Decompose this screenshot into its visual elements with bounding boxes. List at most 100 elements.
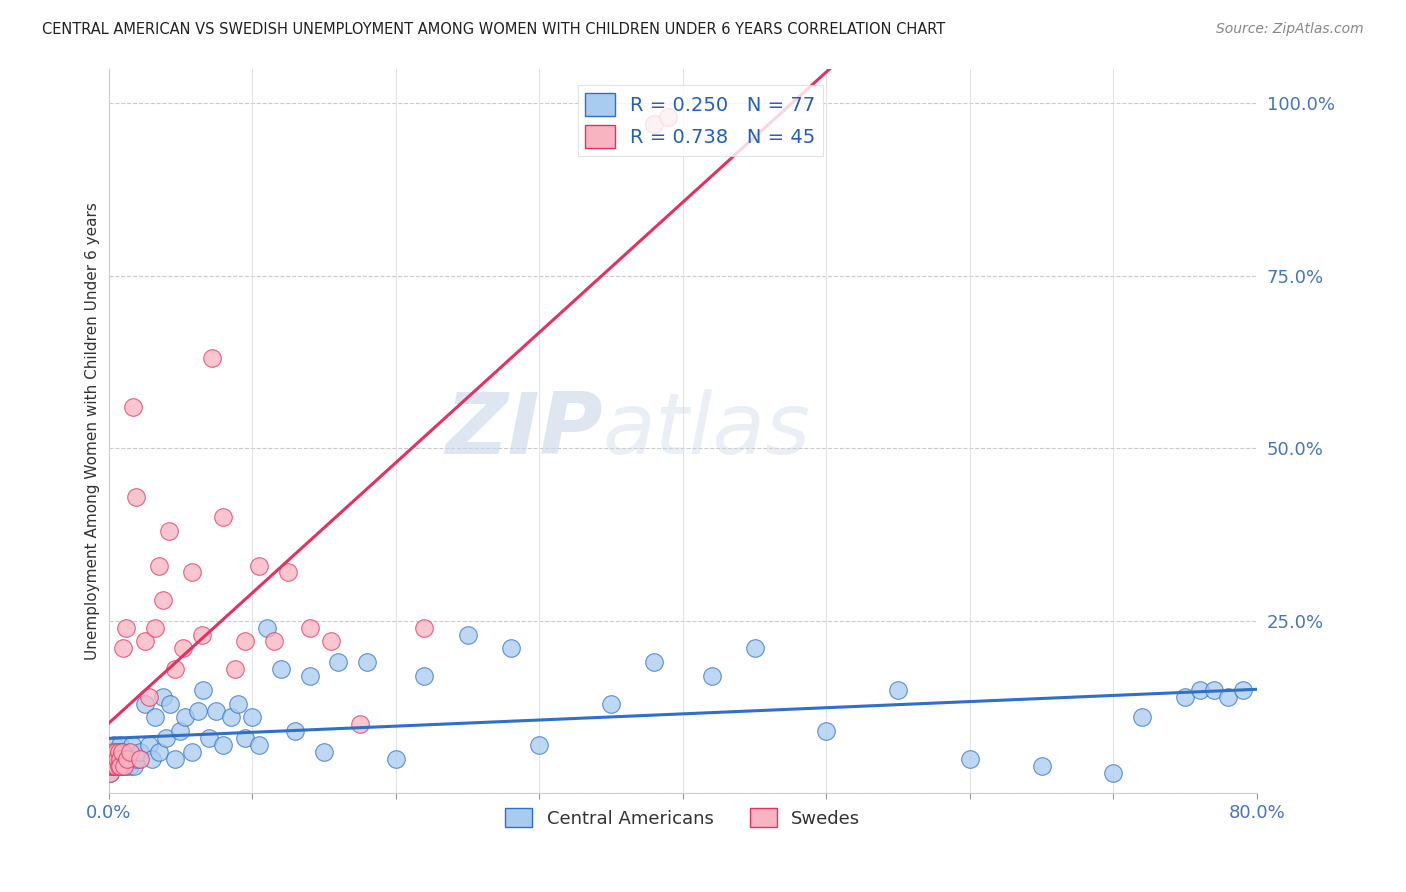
Point <box>173 710 195 724</box>
Point <box>100 758 122 772</box>
Point <box>152 593 174 607</box>
Point <box>98 758 121 772</box>
Point <box>115 758 138 772</box>
Point <box>112 758 135 772</box>
Point <box>129 745 152 759</box>
Point <box>321 634 343 648</box>
Point <box>120 745 142 759</box>
Point <box>201 351 224 366</box>
Point <box>815 724 838 739</box>
Point <box>1130 710 1153 724</box>
Point <box>163 752 186 766</box>
Point <box>247 558 270 573</box>
Point <box>105 752 128 766</box>
Point <box>212 510 235 524</box>
Point <box>499 641 522 656</box>
Point <box>112 752 135 766</box>
Point <box>103 752 125 766</box>
Point <box>107 752 129 766</box>
Point <box>107 745 129 759</box>
Text: CENTRAL AMERICAN VS SWEDISH UNEMPLOYMENT AMONG WOMEN WITH CHILDREN UNDER 6 YEARS: CENTRAL AMERICAN VS SWEDISH UNEMPLOYMENT… <box>42 22 945 37</box>
Point <box>457 627 479 641</box>
Point <box>122 400 145 414</box>
Point <box>143 710 166 724</box>
Point <box>115 621 138 635</box>
Point <box>529 738 551 752</box>
Point <box>120 758 142 772</box>
Point <box>111 641 134 656</box>
Point <box>138 738 160 752</box>
Point <box>125 490 148 504</box>
Point <box>121 738 143 752</box>
Point <box>1202 682 1225 697</box>
Point <box>143 621 166 635</box>
Point <box>111 758 134 772</box>
Point <box>148 745 170 759</box>
Point <box>700 669 723 683</box>
Point <box>384 752 406 766</box>
Point <box>108 752 131 766</box>
Point <box>263 634 285 648</box>
Point <box>148 558 170 573</box>
Point <box>157 524 180 538</box>
Point <box>233 634 256 648</box>
Point <box>159 697 181 711</box>
Point <box>349 717 371 731</box>
Point <box>101 745 124 759</box>
Point <box>163 662 186 676</box>
Point <box>104 758 127 772</box>
Point <box>152 690 174 704</box>
Point <box>104 745 127 759</box>
Point <box>193 682 215 697</box>
Point <box>205 704 228 718</box>
Point <box>643 117 665 131</box>
Point <box>312 745 335 759</box>
Point <box>101 758 124 772</box>
Point <box>198 731 221 745</box>
Point <box>100 752 122 766</box>
Point <box>180 745 202 759</box>
Point <box>212 738 235 752</box>
Point <box>219 710 242 724</box>
Point <box>187 704 209 718</box>
Point <box>887 682 910 697</box>
Point <box>233 731 256 745</box>
Point <box>240 710 263 724</box>
Point <box>270 662 292 676</box>
Point <box>172 641 194 656</box>
Point <box>657 110 679 124</box>
Point <box>124 758 146 772</box>
Text: Source: ZipAtlas.com: Source: ZipAtlas.com <box>1216 22 1364 37</box>
Point <box>1174 690 1197 704</box>
Point <box>108 738 131 752</box>
Point <box>744 641 766 656</box>
Point <box>413 669 436 683</box>
Point <box>134 697 156 711</box>
Point <box>1102 765 1125 780</box>
Point <box>98 765 121 780</box>
Point <box>226 697 249 711</box>
Point <box>1232 682 1254 697</box>
Point <box>110 745 132 759</box>
Point <box>103 752 125 766</box>
Point <box>127 752 149 766</box>
Point <box>101 758 124 772</box>
Point <box>298 669 321 683</box>
Point <box>284 724 307 739</box>
Point <box>103 738 125 752</box>
Point <box>191 627 214 641</box>
Point <box>104 758 127 772</box>
Point <box>328 655 350 669</box>
Point <box>600 697 623 711</box>
Y-axis label: Unemployment Among Women with Children Under 6 years: Unemployment Among Women with Children U… <box>86 202 100 660</box>
Point <box>247 738 270 752</box>
Point <box>413 621 436 635</box>
Point <box>100 752 122 766</box>
Point <box>122 752 145 766</box>
Point <box>959 752 981 766</box>
Point <box>1031 758 1053 772</box>
Point <box>108 758 131 772</box>
Point <box>110 752 132 766</box>
Point <box>118 752 141 766</box>
Point <box>356 655 378 669</box>
